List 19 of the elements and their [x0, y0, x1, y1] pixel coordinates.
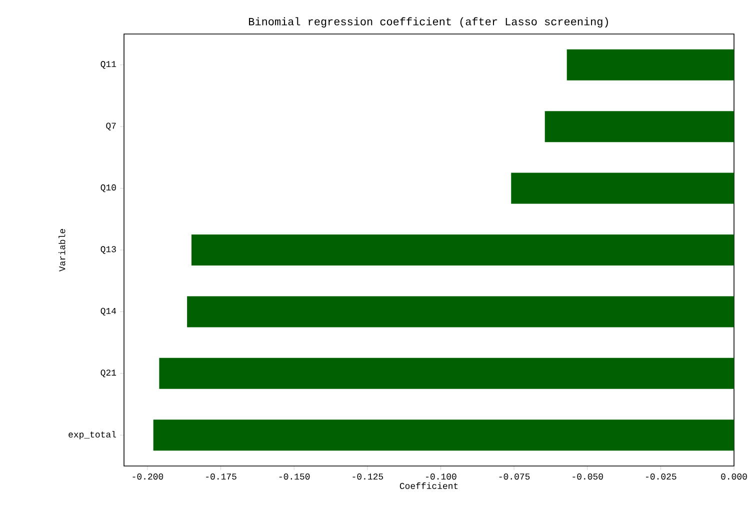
y-tick-label: Q14 — [100, 308, 116, 316]
y-tick-label: exp_total — [68, 430, 116, 440]
x-tick-label: -0.125 — [352, 474, 383, 480]
x-tick-label: 0.000 — [721, 474, 747, 480]
y-tick-label: Q13 — [100, 246, 116, 254]
x-tick-label: -0.200 — [132, 474, 164, 480]
y-tick-label: Q11 — [100, 61, 116, 69]
y-tick-label: Q21 — [100, 370, 116, 378]
x-tick-label: -0.050 — [572, 474, 603, 480]
x-tick-label: -0.150 — [279, 474, 310, 480]
x-axis-title: Coefficient — [400, 482, 458, 490]
x-tick-label: -0.175 — [206, 474, 236, 480]
y-tick-label: Q10 — [100, 184, 116, 192]
y-axis-title: Variable — [58, 229, 66, 272]
x-tick-label: -0.100 — [426, 474, 456, 480]
chart-title: Binomial regression coefficient (after Lasso screening) — [249, 17, 608, 28]
x-tick-label: -0.075 — [499, 474, 530, 480]
y-tick-label: Q7 — [106, 122, 116, 130]
x-tick-label: -0.025 — [646, 474, 676, 480]
